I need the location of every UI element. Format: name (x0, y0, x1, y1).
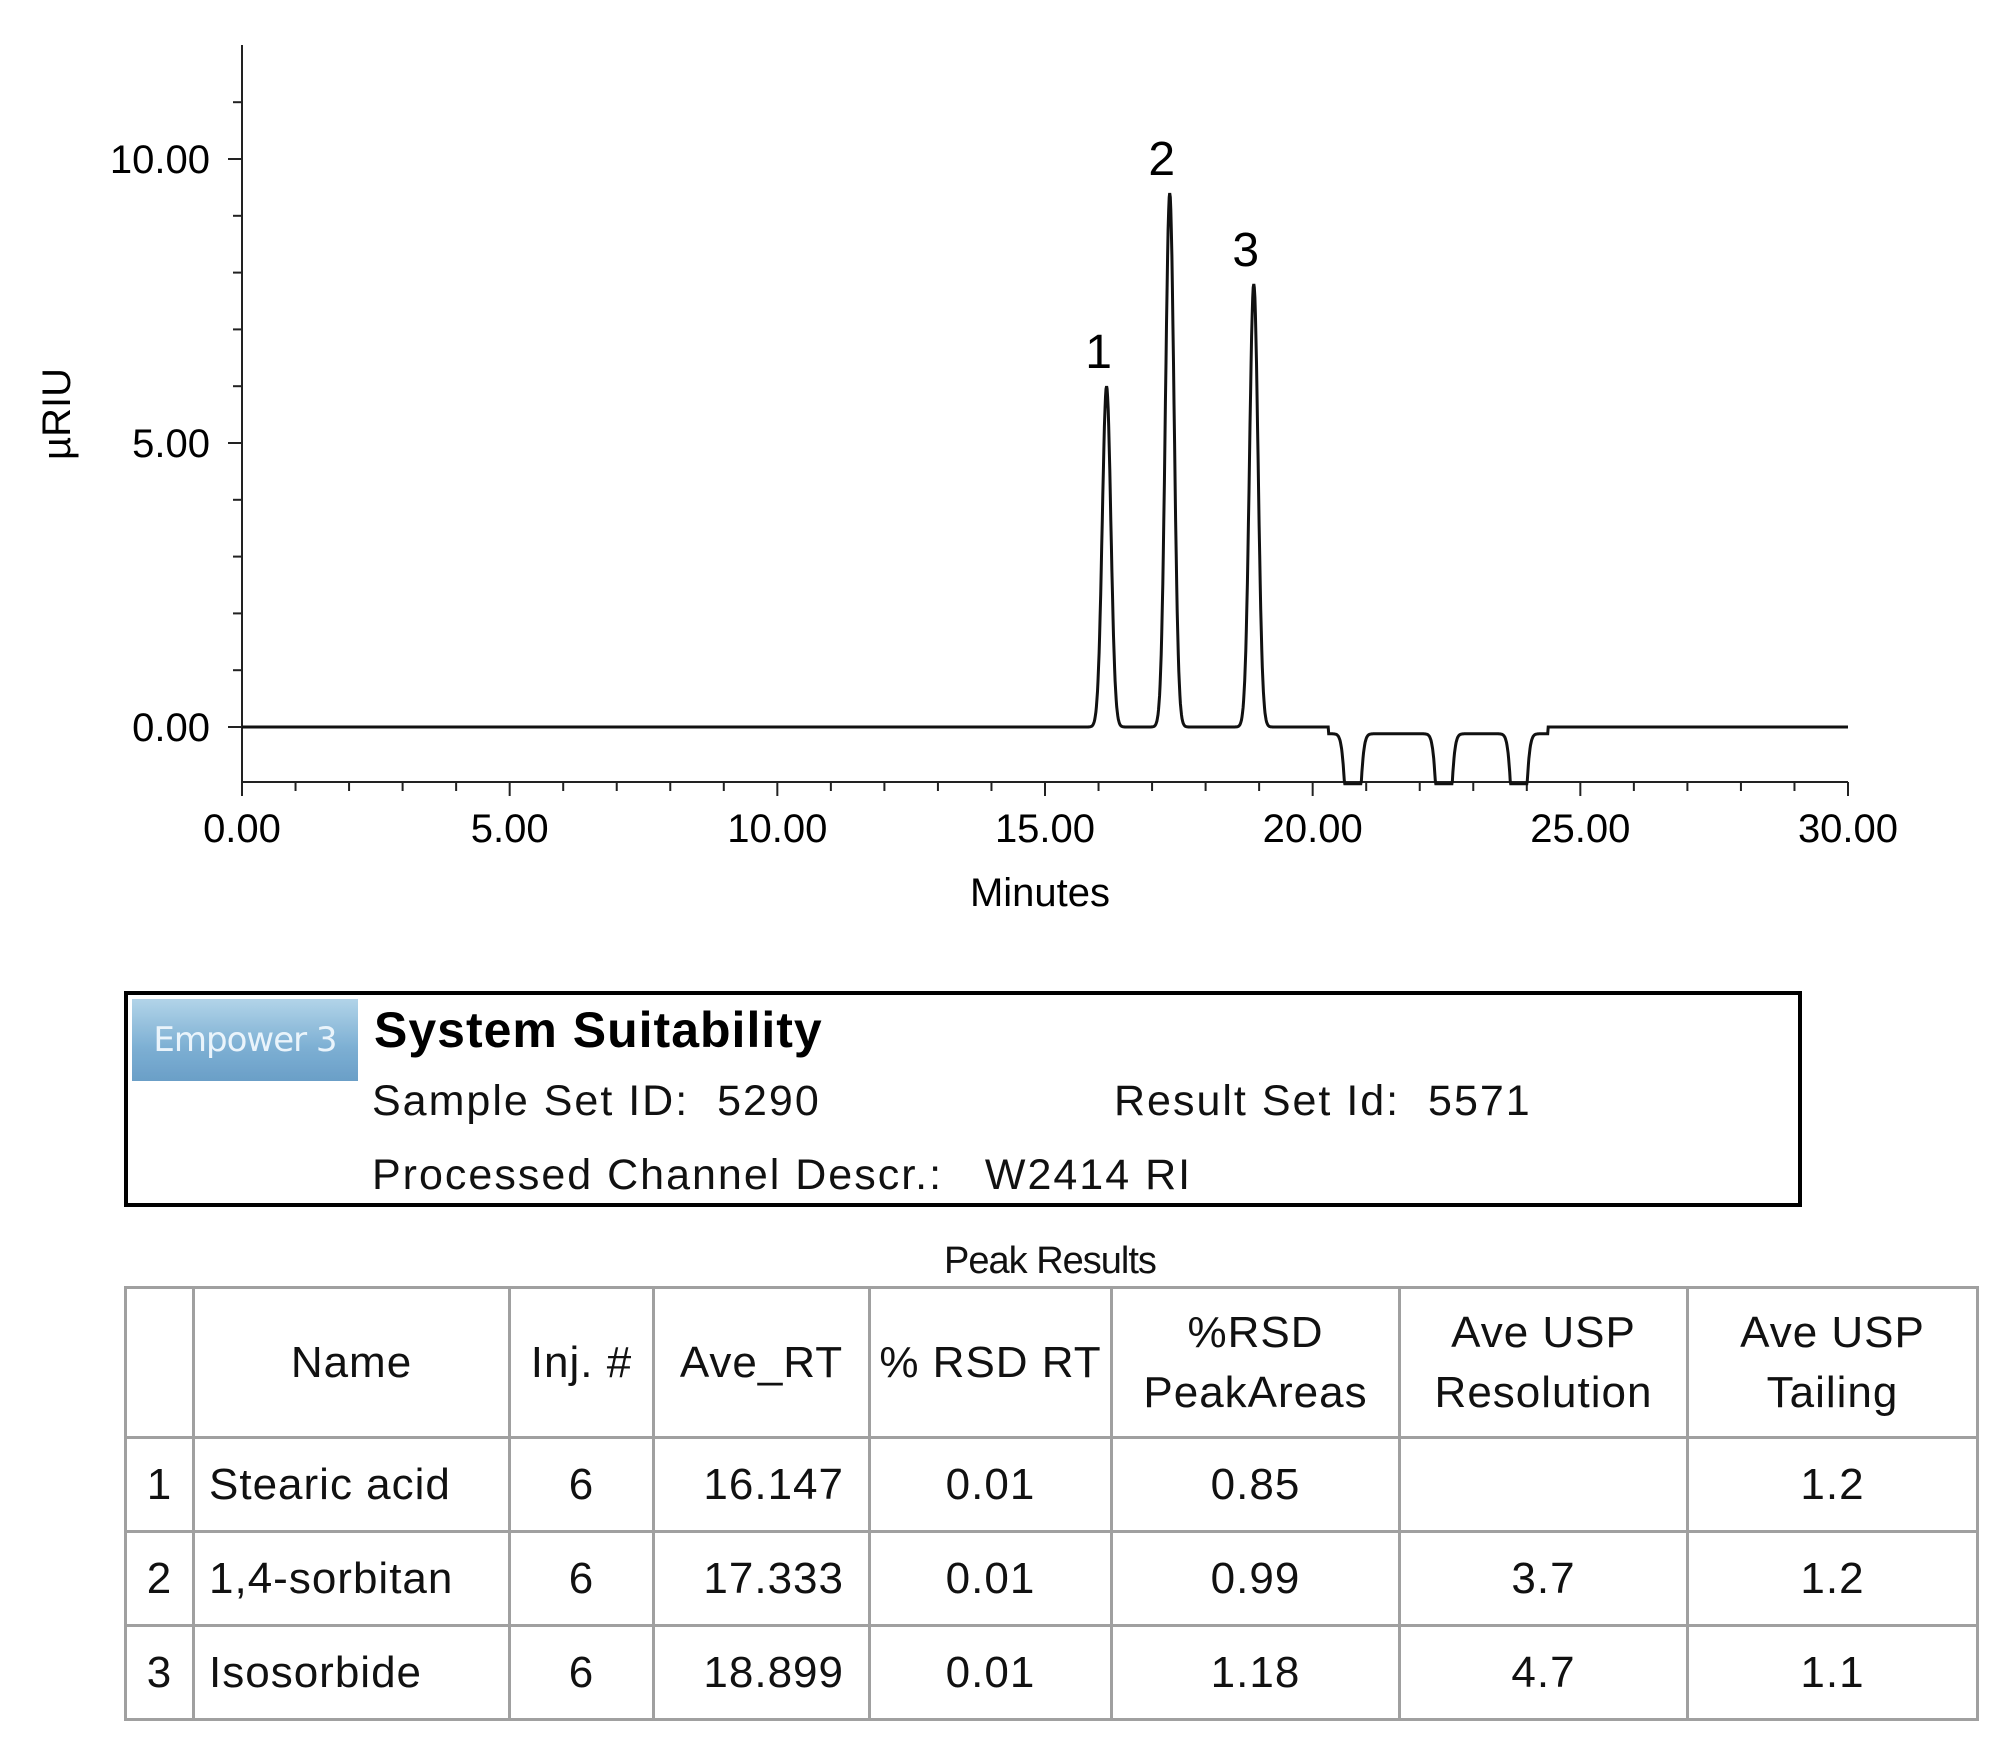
header-name: Name (192, 1286, 511, 1439)
cell-rsd-areas: 0.85 (1110, 1436, 1401, 1533)
header-rsd-rt: % RSD RT (868, 1286, 1113, 1439)
cell-name: Isosorbide (192, 1624, 511, 1721)
cell-index: 2 (124, 1530, 195, 1627)
cell-ave-rt: 17.333 (652, 1530, 871, 1627)
cell-tailing: 1.1 (1686, 1624, 1979, 1721)
cell-name: 1,4-sorbitan (192, 1530, 511, 1627)
y-axis-title: µRIU (35, 368, 79, 460)
header-ave-rt: Ave_RT (652, 1286, 871, 1439)
cell-name: Stearic acid (192, 1436, 511, 1533)
cell-rsd-rt: 0.01 (868, 1530, 1113, 1627)
peak-results-title: Peak Results (944, 1240, 1157, 1282)
y-tick-label: 5.00 (132, 422, 210, 466)
result-set-id: Result Set Id: 5571 (1114, 1077, 1532, 1126)
x-tick-label: 30.00 (1798, 807, 1898, 851)
table-row: 3 Isosorbide 6 18.899 0.01 1.18 4.7 1.1 (124, 1624, 1979, 1721)
sample-set-label: Sample Set ID: (372, 1077, 690, 1125)
x-tick-label: 25.00 (1530, 807, 1630, 851)
sample-set-value: 5290 (717, 1077, 821, 1125)
cell-resolution: 4.7 (1398, 1624, 1689, 1721)
x-tick-label: 0.00 (203, 807, 281, 851)
cell-rsd-areas: 1.18 (1110, 1624, 1401, 1721)
peak-results-table: Name Inj. # Ave_RT % RSD RT %RSD PeakAre… (124, 1286, 1979, 1721)
peak-label: 1 (1085, 326, 1112, 379)
x-tick-label: 15.00 (995, 807, 1095, 851)
axes (241, 45, 1848, 783)
table-header-row: Name Inj. # Ave_RT % RSD RT %RSD PeakAre… (124, 1286, 1979, 1439)
header-resolution: Ave USP Resolution (1398, 1286, 1689, 1439)
cell-tailing: 1.2 (1686, 1530, 1979, 1627)
peak-label: 3 (1232, 224, 1259, 277)
cell-inj: 6 (508, 1530, 655, 1627)
cell-index: 3 (124, 1624, 195, 1721)
cell-index: 1 (124, 1436, 195, 1533)
cell-rsd-rt: 0.01 (868, 1436, 1113, 1533)
x-tick-label: 5.00 (471, 807, 549, 851)
header-index (124, 1286, 195, 1439)
tick-labels: 0.00 5.00 10.00 15.00 20.00 25.00 30.00 0.00 5.0… (110, 138, 1898, 851)
cell-rsd-areas: 0.99 (1110, 1530, 1401, 1627)
x-tick-label: 20.00 (1263, 807, 1363, 851)
channel-value: W2414 RI (984, 1151, 1193, 1199)
chromatogram-trace (242, 192, 1848, 786)
cell-resolution (1398, 1436, 1689, 1533)
header-rsd-areas: %RSD PeakAreas (1110, 1286, 1401, 1439)
header-tailing: Ave USP Tailing (1686, 1286, 1979, 1439)
cell-tailing: 1.2 (1686, 1436, 1979, 1533)
result-set-label: Result Set Id: (1114, 1077, 1401, 1125)
cell-rsd-rt: 0.01 (868, 1624, 1113, 1721)
y-tick-label: 10.00 (110, 138, 210, 182)
y-tick-label: 0.00 (132, 706, 210, 750)
header-inj: Inj. # (508, 1286, 655, 1439)
cell-ave-rt: 18.899 (652, 1624, 871, 1721)
result-set-value: 5571 (1428, 1077, 1532, 1125)
cell-inj: 6 (508, 1436, 655, 1533)
report-title: System Suitability (374, 1002, 823, 1058)
system-suitability-panel: Empower 3 System Suitability Sample Set … (124, 991, 1802, 1207)
channel-label: Processed Channel Descr.: (372, 1151, 944, 1199)
peak-label: 2 (1148, 133, 1175, 186)
chromatogram-chart: 0.00 5.00 10.00 15.00 20.00 25.00 30.00 0.00 5.0… (35, 45, 1898, 915)
x-axis-title: Minutes (970, 871, 1110, 915)
cell-resolution: 3.7 (1398, 1530, 1689, 1627)
ticks (228, 101, 1849, 796)
table-row: 2 1,4-sorbitan 6 17.333 0.01 0.99 3.7 1.… (124, 1530, 1979, 1627)
table-row: 1 Stearic acid 6 16.147 0.01 0.85 1.2 (124, 1436, 1979, 1533)
cell-inj: 6 (508, 1624, 655, 1721)
sample-set-id: Sample Set ID: 5290 (372, 1077, 821, 1126)
empower-logo: Empower 3 (132, 999, 358, 1081)
processed-channel: Processed Channel Descr.: W2414 RI (372, 1151, 1192, 1200)
cell-ave-rt: 16.147 (652, 1436, 871, 1533)
peak-labels: 1 2 3 (1085, 133, 1259, 379)
x-tick-label: 10.00 (727, 807, 827, 851)
